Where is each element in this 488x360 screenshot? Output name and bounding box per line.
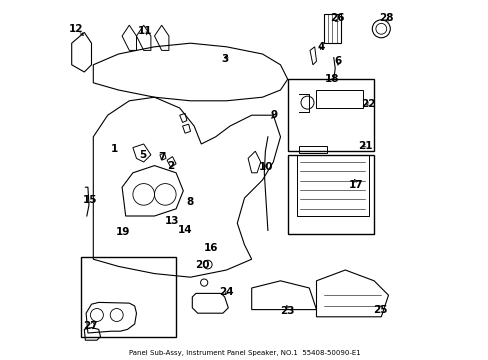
- Text: 18: 18: [324, 74, 338, 84]
- Text: 25: 25: [372, 305, 387, 315]
- Text: 16: 16: [203, 243, 218, 253]
- Text: 10: 10: [258, 162, 273, 172]
- Text: 12: 12: [69, 24, 83, 34]
- Text: 15: 15: [82, 195, 97, 205]
- Text: 26: 26: [329, 13, 344, 23]
- Text: 17: 17: [348, 180, 363, 190]
- Text: 4: 4: [317, 42, 324, 52]
- Text: 21: 21: [357, 141, 371, 151]
- Text: 28: 28: [378, 13, 392, 23]
- Text: 13: 13: [165, 216, 180, 226]
- Text: 24: 24: [219, 287, 233, 297]
- Text: 6: 6: [334, 56, 341, 66]
- Text: 5: 5: [139, 150, 146, 160]
- Text: 8: 8: [186, 197, 193, 207]
- Text: 23: 23: [280, 306, 294, 316]
- Text: 19: 19: [115, 227, 130, 237]
- Text: 2: 2: [167, 161, 174, 171]
- Text: 14: 14: [178, 225, 192, 235]
- Text: 1: 1: [110, 144, 118, 154]
- Text: 20: 20: [194, 260, 209, 270]
- Text: 3: 3: [221, 54, 228, 64]
- Text: 22: 22: [360, 99, 374, 109]
- Text: 9: 9: [270, 110, 277, 120]
- Text: 11: 11: [138, 26, 152, 36]
- Text: Panel Sub-Assy, Instrument Panel Speaker, NO.1  55408-50090-E1: Panel Sub-Assy, Instrument Panel Speaker…: [128, 350, 360, 356]
- Text: 27: 27: [83, 321, 98, 331]
- Text: 7: 7: [158, 152, 165, 162]
